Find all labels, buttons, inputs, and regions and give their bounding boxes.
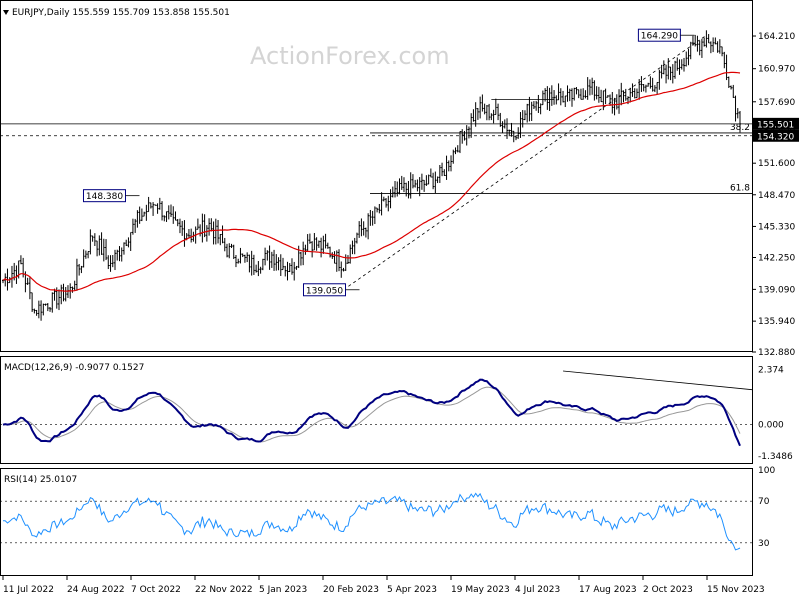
- macd-trend-line: [562, 370, 753, 391]
- macd-label: MACD(12,26,9) -0.9077 0.1527: [4, 363, 144, 373]
- rsi-y-tick-label: 30: [758, 539, 770, 549]
- y-tick-label: 164.210: [758, 32, 795, 42]
- annotation-label-139.050: 139.050: [306, 286, 343, 296]
- x-tick-label: 15 Nov 2023: [707, 585, 765, 595]
- annotation-label-148.380: 148.380: [86, 192, 123, 202]
- moving-average-line: [2, 71, 741, 292]
- x-tick-label: 4 Jul 2023: [515, 585, 560, 595]
- collapse-triangle-icon[interactable]: [3, 10, 9, 15]
- price-badge-154.320: [753, 129, 799, 142]
- trend-line-up: [343, 34, 707, 291]
- y-tick-label: 132.880: [758, 348, 795, 358]
- price-badge-text-155.501: 155.501: [757, 120, 794, 130]
- macd-line: [2, 378, 741, 447]
- fib-label-61.8: 61.8: [730, 183, 750, 193]
- rsi-panel: RSI(14) 25.0107 100 70 30: [0, 466, 775, 576]
- y-tick-label: 160.970: [758, 65, 795, 75]
- macd-y-tick-label: 2.374: [758, 365, 784, 375]
- x-axis: 11 Jul 2022 24 Aug 2022 7 Oct 2022 22 Nov 2…: [2, 576, 765, 595]
- x-tick-label: 5 Jan 2023: [259, 585, 307, 595]
- y-axis: 164.210160.970157.690154.800151.600148.4…: [752, 32, 799, 358]
- header-symbol-line: EURJPY,Daily 155.559 155.709 153.858 155…: [12, 8, 230, 18]
- x-tick-label: 11 Jul 2022: [3, 585, 54, 595]
- x-tick-label: 24 Aug 2022: [67, 585, 125, 595]
- macd-layer: 2.374 0.000 -1.3486: [0, 365, 793, 462]
- rsi-label: RSI(14) 25.0107: [4, 475, 77, 485]
- rsi-y-tick-label: 100: [758, 466, 775, 476]
- y-tick-label: 142.250: [758, 253, 795, 263]
- macd-y-tick-label: 0.000: [758, 421, 784, 431]
- macd-panel: MACD(12,26,9) -0.9077 0.1527 2.374 0.000 -…: [0, 356, 793, 464]
- rsi-y-tick-label: 70: [758, 497, 770, 507]
- annotation-label-164.290: 164.290: [641, 32, 678, 42]
- y-tick-label: 157.690: [758, 98, 795, 108]
- x-tick-label: 5 Apr 2023: [387, 585, 437, 595]
- y-tick-label: 135.940: [758, 317, 795, 327]
- y-tick-label: 151.600: [758, 159, 795, 169]
- watermark: ActionForex.com: [250, 42, 450, 70]
- x-tick-label: 7 Oct 2022: [131, 585, 181, 595]
- price-panel: ActionForex.com EURJPY,Daily 155.559 155…: [0, 0, 753, 352]
- x-tick-label: 2 Oct 2023: [643, 585, 693, 595]
- rsi-layer: 100 70 30: [0, 466, 775, 551]
- x-tick-label: 20 Feb 2023: [323, 585, 379, 595]
- price-badge-155.501: [753, 117, 799, 130]
- x-tick-label: 17 Aug 2023: [579, 585, 637, 595]
- y-tick-label: 148.470: [758, 191, 795, 201]
- y-tick-label: 145.330: [758, 222, 795, 232]
- x-tick-label: 22 Nov 2022: [195, 585, 253, 595]
- rsi-line: [3, 492, 741, 551]
- y-tick-label: 139.090: [758, 285, 795, 295]
- x-tick-label: 19 May 2023: [451, 585, 510, 595]
- price-badge-text-154.320: 154.320: [757, 132, 794, 142]
- macd-y-tick-label: -1.3486: [758, 452, 793, 462]
